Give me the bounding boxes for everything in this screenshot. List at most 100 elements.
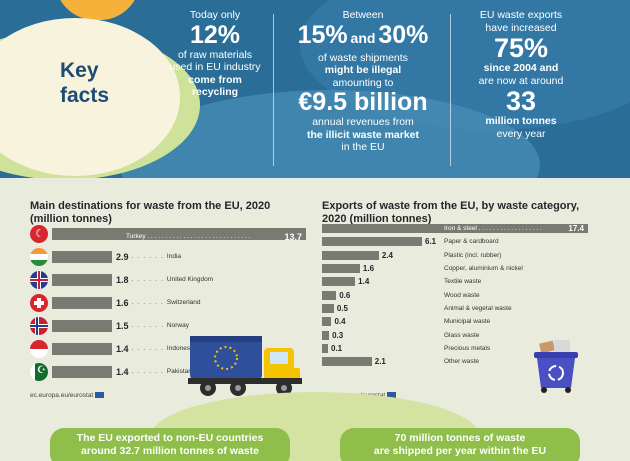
fact-recycling: Today only 12% of raw materials used in … [160, 9, 270, 99]
category-row: 2.4 Plastic (incl. rubber) [322, 249, 590, 262]
category-label: Turkey . . . . . . . . . . . . . . . . .… [126, 232, 251, 240]
value-label: 2.9 [116, 251, 129, 262]
value-label: 2.4 [381, 250, 393, 260]
category-label: Glass waste [444, 331, 480, 339]
destination-row: ☪ 1.4. . . . . . Pakistan [30, 360, 308, 383]
value-label: 0.4 [334, 317, 346, 327]
destination-row: 1.6. . . . . . Switzerland [30, 291, 308, 314]
fact-text: in the EU [341, 141, 385, 153]
fact-text: used in EU industry [169, 61, 261, 73]
value-label: 1.8 [116, 274, 129, 285]
key-facts-banner: Key facts Today only 12% of raw material… [0, 0, 630, 178]
fact-text: Between [342, 9, 384, 21]
fact-figure: €9.5 billion [298, 88, 428, 116]
country-flag-icon: ☪ [30, 362, 48, 381]
category-label: Indonesia [166, 345, 196, 352]
fact-text: every year [496, 127, 546, 140]
value-label: 0.5 [336, 303, 348, 313]
destination-row: ☾ Turkey . . . . . . . . . . . . . . . . … [30, 222, 308, 245]
value-label: 6.1 [425, 237, 437, 247]
bar [322, 357, 372, 367]
pill-text: 70 million tonnes of waste [394, 432, 526, 444]
decorative-blob [55, 0, 140, 20]
title-line: facts [60, 84, 110, 107]
destination-row: 1.5. . . . . . Norway [30, 314, 308, 337]
eu-flag-icon [95, 392, 105, 399]
category-row: 0.1 Precious metals [322, 342, 590, 355]
fact-figure: 30% [378, 20, 429, 49]
category-label: Precious metals [444, 344, 491, 352]
fact-text: the illicit waste market [306, 128, 420, 141]
category-label: Paper & cardboard [444, 238, 499, 246]
fact-text: have increased [485, 21, 557, 34]
fact-text: EU waste exports [479, 9, 563, 21]
fact-text: recycling [191, 86, 239, 98]
value-label: 1.6 [116, 297, 129, 308]
fact-text: and [350, 29, 376, 46]
value-label: 17.4 [568, 224, 584, 234]
bar [52, 342, 112, 355]
fact-figure: 75% [493, 33, 549, 63]
fact-text: amounting to [332, 76, 394, 89]
chart-title: Main destinations for waste from the EU,… [30, 200, 271, 225]
bar [52, 296, 112, 309]
leader-dots: . . . . . . [131, 345, 164, 352]
category-row: 1.6 Copper, aluminium & nickel [322, 262, 590, 275]
value-label: 1.6 [362, 264, 375, 274]
value-label: 1.4 [358, 277, 370, 287]
category-label: Municipal waste [444, 318, 491, 326]
country-flag-icon [30, 339, 48, 358]
truck-icon [188, 336, 302, 396]
pill-text: are shipped per year within the EU [373, 445, 547, 457]
decorative-blob [0, 18, 180, 176]
fact-text: million tonnes [485, 115, 557, 127]
fact-text: are now at around [478, 74, 564, 87]
chart-rows: ☾ Turkey . . . . . . . . . . . . . . . . … [30, 222, 308, 383]
category-row: 0.5 Animal & vegetal waste [322, 302, 590, 315]
chart-source: ec.europa.eu/eurostat [30, 392, 105, 399]
pill-text: The EU exported to non-EU countries [76, 432, 264, 444]
bar [52, 319, 112, 332]
fact-figure: 33 [505, 86, 537, 116]
category-label: Other waste [444, 358, 480, 366]
fact-text: come from [188, 73, 242, 86]
source-text: ec.europa.eu/eurostat [30, 392, 94, 399]
bar [322, 290, 337, 300]
bar [52, 250, 112, 263]
value-label: 0.1 [331, 343, 343, 353]
leader-dots: . . . . . . [131, 368, 164, 375]
category-label: Switzerland [166, 299, 201, 306]
country-flag-icon [30, 316, 48, 335]
fact-text: of waste shipments [318, 51, 408, 64]
fact-text: since 2004 and [483, 62, 559, 74]
destination-row: 1.4. . . . . . Indonesia [30, 337, 308, 360]
bar [322, 343, 328, 353]
category-row: 0.3 Glass waste [322, 328, 590, 341]
category-label: India [166, 253, 182, 260]
bar: Iron & steel . . . . . . . . . . . . . .… [322, 224, 588, 234]
bar [322, 317, 332, 327]
category-row: 1.4 Textile waste [322, 275, 590, 288]
page-title: Key facts [60, 58, 109, 108]
leader-dots: . . . . . . [131, 322, 164, 329]
value-label: 13.7 [284, 231, 302, 242]
divider [273, 14, 274, 166]
bar [52, 273, 112, 286]
bar [322, 303, 334, 313]
categories-chart: Exports of waste from the EU, by waste c… [322, 180, 590, 405]
category-label: Copper, aluminium & nickel [444, 265, 523, 273]
value-label: 1.4 [116, 366, 129, 377]
country-flag-icon: ☾ [30, 224, 48, 243]
destination-row: 2.9. . . . . . India [30, 245, 308, 268]
country-flag-icon [30, 293, 48, 312]
destination-row: 1.8. . . . . . United Kingdom [30, 268, 308, 291]
bar [322, 250, 379, 260]
category-label: Wood waste [444, 291, 480, 299]
pill-text: around 32.7 million tonnes of waste [81, 445, 259, 457]
bar [322, 237, 422, 247]
fact-pill: 70 million tonnes of waste are shipped p… [340, 428, 580, 461]
fact-text: annual revenues from [312, 116, 414, 128]
category-row: 2.1 Other waste [322, 355, 590, 368]
category-label: United Kingdom [166, 276, 214, 283]
value-label: 0.3 [332, 330, 344, 340]
